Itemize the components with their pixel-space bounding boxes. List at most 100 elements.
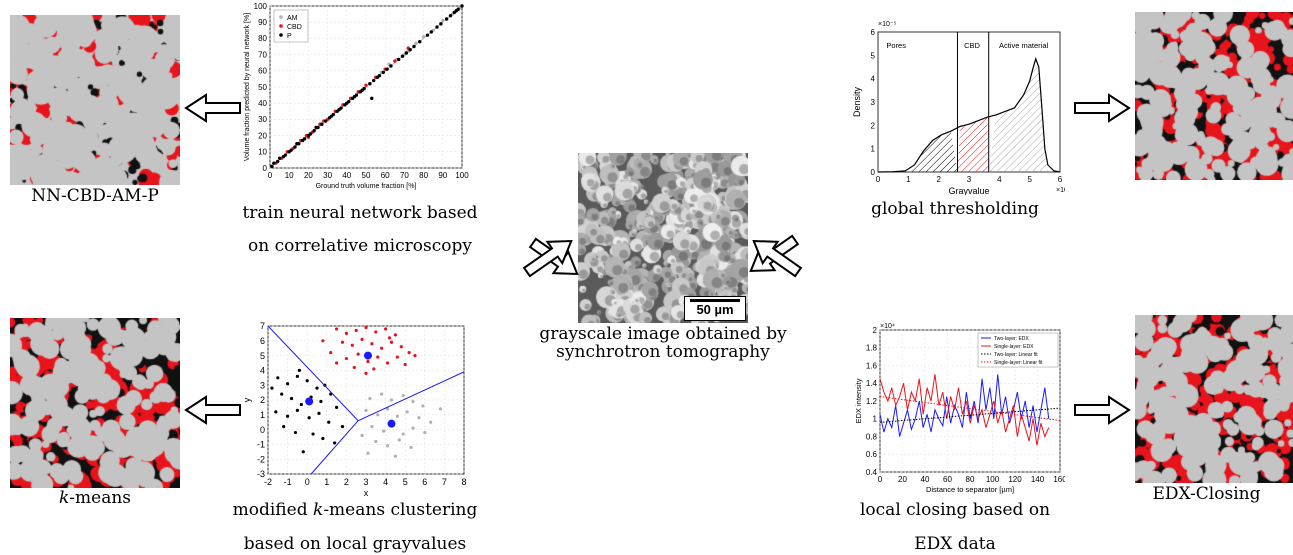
- y-tick-label: 20: [258, 131, 267, 140]
- y-tick-label: 2: [260, 395, 265, 405]
- y-tick-label: -1: [257, 440, 265, 450]
- legend-marker: [279, 15, 283, 19]
- x-tick-label: 8: [461, 477, 466, 487]
- arrow-to-edx-icon: [1074, 396, 1130, 424]
- cluster-2-point: [382, 429, 386, 433]
- data-point-p: [444, 17, 449, 21]
- am-region: [988, 58, 1048, 173]
- y-tick-label: 4: [871, 75, 876, 84]
- data-point-p: [297, 142, 301, 146]
- data-point-p: [362, 86, 366, 91]
- x-exponent-label: ×10⁴: [1056, 187, 1065, 194]
- data-point-cbd: [393, 59, 397, 63]
- edx-profile-chart: 0 20 40 60 80 100 120 140 160 0.4 0.6 0.8 1 1.2 1.4 1.6…: [854, 323, 1065, 494]
- cluster-1-point: [299, 402, 303, 407]
- data-point-p: [347, 99, 351, 104]
- cluster-1-point: [295, 374, 299, 378]
- grayvalue-histogram-chart: Pores CBD Active material 0 1 2 3 4 5 6 0 1 2 3 4 5 6 Gra…: [852, 21, 1065, 195]
- cbd-region: [957, 117, 989, 172]
- cluster-0-point: [395, 355, 399, 359]
- cluster-2-point: [409, 445, 413, 449]
- x-tick-label: 0: [268, 171, 273, 180]
- y-tick-label: 5: [871, 51, 876, 60]
- cluster-1-point: [270, 386, 274, 390]
- cluster-2-point: [423, 430, 427, 435]
- data-point-p: [370, 96, 374, 101]
- y-exponent-label: ×10⁻⁵: [878, 21, 897, 28]
- x-tick-label: 3: [967, 175, 972, 184]
- cluster-0-point: [384, 327, 388, 331]
- centroid: [305, 397, 314, 406]
- x-tick-label: 70: [400, 171, 409, 180]
- region-label: Active material: [999, 41, 1049, 50]
- x-axis-label: x: [364, 488, 369, 498]
- cluster-2-point: [376, 413, 380, 417]
- cluster-2-point: [438, 407, 443, 411]
- region-label: Pores: [886, 41, 906, 50]
- cluster-1-point: [295, 408, 299, 412]
- cluster-1-point: [305, 379, 309, 383]
- y-tick-label: 1.6: [866, 361, 878, 370]
- cluster-1-point: [301, 450, 305, 454]
- kmeans-result-k: k: [58, 488, 70, 508]
- decision-boundary: [310, 420, 359, 475]
- cluster-2-point: [395, 414, 399, 418]
- cluster-0-point: [374, 330, 378, 334]
- cluster-0-point: [366, 359, 370, 364]
- cluster-2-point: [380, 392, 384, 396]
- cluster-2-point: [401, 393, 405, 398]
- x-tick-label: 0: [305, 477, 310, 487]
- cluster-0-point: [350, 343, 354, 347]
- data-point-p: [429, 30, 433, 34]
- legend-label: Single-layer: EDX: [994, 344, 1034, 350]
- x-tick-label: 80: [419, 171, 428, 180]
- x-axis-label: Distance to separator [µm]: [926, 485, 1014, 494]
- cluster-2-point: [421, 404, 425, 408]
- edx-closing-result-image: [1135, 315, 1293, 483]
- nn-result-caption: NN-CBD-AM-P: [31, 186, 159, 206]
- data-point-p: [435, 25, 439, 29]
- data-point-p: [272, 161, 276, 165]
- scale-bar-line: [690, 299, 740, 302]
- x-axis-label: Ground truth volume fraction [%]: [316, 183, 417, 190]
- data-point-p: [308, 132, 313, 136]
- y-tick-label: 0.4: [866, 468, 878, 477]
- data-point-p: [418, 39, 422, 44]
- cluster-0-point: [344, 331, 348, 335]
- data-point-p: [425, 33, 430, 37]
- edx-linear-fit: [879, 396, 1061, 422]
- cluster-2-point: [411, 399, 415, 404]
- data-point-p: [456, 7, 460, 11]
- y-tick-label: 7: [260, 321, 265, 331]
- cluster-0-point: [335, 361, 339, 365]
- y-tick-label: 80: [258, 34, 267, 43]
- kmeans-method-prefix: modified: [232, 500, 313, 520]
- cluster-1-point: [289, 396, 294, 401]
- data-point-p: [368, 82, 372, 86]
- x-tick-label: 2: [936, 175, 941, 184]
- center-caption-line1: grayscale image obtained by: [539, 324, 787, 344]
- cluster-2-point: [364, 408, 368, 412]
- cluster-0-point: [364, 371, 368, 375]
- data-point-p: [331, 112, 336, 117]
- kmeans-method-caption-line1: modified k-means clustering: [220, 500, 490, 520]
- data-point-p: [312, 129, 316, 133]
- decision-boundary: [357, 371, 465, 422]
- global-method-caption: global thresholding: [871, 199, 1039, 219]
- data-point-p: [400, 54, 405, 58]
- cluster-2-point: [385, 407, 390, 411]
- arrow-center-to-local-method-icon: [745, 229, 807, 284]
- y-axis-label: EDX intensity: [854, 378, 863, 423]
- cluster-1-point: [321, 436, 325, 441]
- cluster-2-point: [366, 451, 370, 455]
- y-tick-label: 100: [254, 2, 268, 11]
- data-point-p: [439, 22, 443, 26]
- y-tick-label: 70: [258, 50, 267, 59]
- cluster-2-point: [393, 454, 397, 458]
- cluster-0-point: [413, 354, 417, 358]
- x-tick-label: 2: [344, 477, 349, 487]
- centroid: [387, 419, 396, 428]
- data-point-p: [289, 148, 293, 152]
- legend-label: Single-layer: Linear fit: [994, 360, 1043, 366]
